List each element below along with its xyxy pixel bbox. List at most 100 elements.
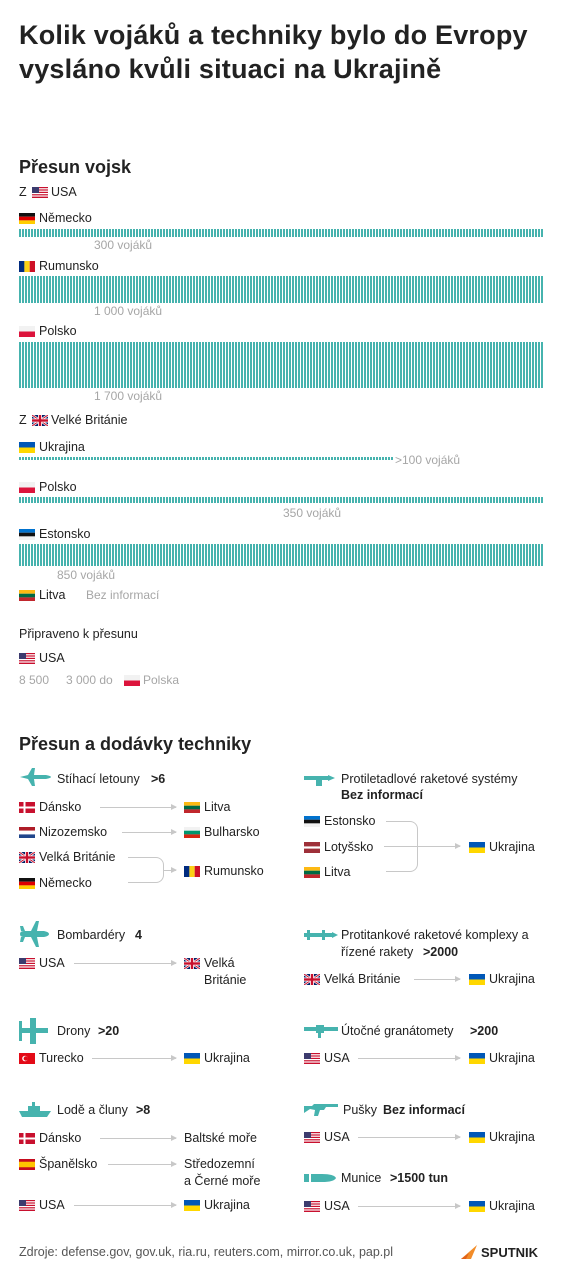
- romania-count: 1 000 vojáků: [94, 304, 163, 318]
- bombers-to-1: Velká: [204, 956, 235, 970]
- dest-poland-2: Polsko: [39, 480, 77, 494]
- rifles-to: Ukrajina: [489, 1130, 535, 1144]
- bombers-label: Bombardéry: [57, 928, 126, 942]
- bomber-plane-icon: [20, 921, 49, 947]
- ukraine-flag-icon: [469, 842, 485, 853]
- ammo-count: >1500 tun: [390, 1171, 449, 1185]
- aa-from-2: Lotyšsko: [324, 840, 374, 854]
- grenade-label: Útočné granátomety: [341, 1024, 454, 1038]
- uk-flag-icon: [32, 415, 48, 426]
- fighter-jet-icon: [20, 768, 51, 786]
- usa-flag-icon: [32, 187, 48, 198]
- ships-to-2b: a Černé moře: [184, 1174, 261, 1188]
- usa-flag-icon: [304, 1201, 320, 1212]
- poland-flag-icon: [19, 482, 35, 493]
- lithuania-flag-icon: [184, 802, 200, 813]
- usa-flag-icon: [19, 958, 35, 969]
- poland-troops-bar: [19, 342, 543, 388]
- grenade-count: >200: [470, 1024, 499, 1038]
- brand-name: SPUTNIK: [481, 1245, 539, 1260]
- ships-to-1: Baltské moře: [184, 1131, 257, 1145]
- aa-count: Bez informací: [341, 788, 423, 802]
- arrow: [100, 804, 177, 810]
- ships-to-3: Ukrajina: [204, 1198, 250, 1212]
- arrow: [384, 843, 461, 849]
- dest-poland: Polsko: [39, 324, 77, 338]
- fighters-from-1: Dánsko: [39, 800, 82, 814]
- arrow: [358, 1134, 461, 1140]
- bulgaria-flag-icon: [184, 827, 200, 838]
- romania-troops-bar: [19, 276, 543, 303]
- bombers-from: USA: [39, 956, 65, 970]
- equipment-heading: Přesun a dodávky techniky: [19, 734, 252, 754]
- ammo-to: Ukrajina: [489, 1199, 535, 1213]
- ships-from-3: USA: [39, 1198, 65, 1212]
- ukraine-flag-icon: [469, 1053, 485, 1064]
- fighters-label: Stíhací letouny: [57, 772, 140, 786]
- aa-label: Protiletadlové raketové systémy: [341, 772, 518, 786]
- romania-flag-icon: [184, 866, 200, 877]
- aa-from-3: Litva: [324, 865, 351, 879]
- lithuania-flag-icon: [19, 590, 35, 601]
- poland2-troops-bar: [19, 497, 543, 503]
- germany-flag-icon: [19, 213, 35, 224]
- fighters-count: >6: [151, 772, 166, 786]
- antitank-label-2: řízené rakety: [341, 945, 414, 959]
- ukraine-flag-icon: [469, 1201, 485, 1212]
- rifle-icon: [304, 1104, 338, 1116]
- anti-tank-missile-icon: [304, 930, 338, 940]
- usa-flag-icon: [19, 1200, 35, 1211]
- ukraine-count: >100 vojáků: [395, 453, 461, 467]
- denmark-flag-icon: [19, 1133, 35, 1144]
- arrow: [358, 1055, 461, 1061]
- uk-flag-icon: [304, 974, 320, 985]
- sources-text: Zdroje: defense.gov, gov.uk, ria.ru, reu…: [19, 1245, 394, 1259]
- ready-count: 8 500: [19, 673, 50, 687]
- usa-flag-icon: [304, 1132, 320, 1143]
- ready-detail: 3 000 do: [66, 673, 113, 687]
- drones-to: Ukrajina: [204, 1051, 250, 1065]
- denmark-flag-icon: [19, 802, 35, 813]
- dest-ukraine: Ukrajina: [39, 440, 85, 454]
- drones-from: Turecko: [39, 1051, 84, 1065]
- antitank-from: Velká Británie: [324, 972, 401, 986]
- anti-aircraft-missile-icon: [304, 775, 335, 786]
- arrow: [122, 829, 177, 835]
- estonia-troops-bar: [19, 544, 543, 566]
- arrow: [74, 1202, 177, 1208]
- romania-flag-icon: [19, 261, 35, 272]
- usa-flag-icon: [304, 1053, 320, 1064]
- drone-icon: [19, 1018, 48, 1044]
- ships-from-1: Dánsko: [39, 1131, 82, 1145]
- page-title: Kolik vojáků a techniky bylo do Evropy v…: [19, 20, 528, 84]
- fighters-from-3: Velká Británie: [39, 850, 116, 864]
- dest-romania: Rumunsko: [39, 259, 99, 273]
- troops-heading: Přesun vojsk: [19, 157, 132, 177]
- fighters-from-4: Německo: [39, 876, 92, 890]
- germany-troops-bar: [19, 229, 543, 237]
- uk-flag-icon: [184, 958, 200, 969]
- rifles-count: Bez informací: [383, 1103, 465, 1117]
- from-country-uk: Velké Británie: [51, 413, 128, 427]
- ready-dest: Polska: [143, 673, 180, 687]
- poland-flag-icon: [19, 326, 35, 337]
- ready-label: Připraveno k přesunu: [19, 627, 138, 641]
- arrow: [164, 867, 177, 873]
- sputnik-logo-icon: [461, 1245, 477, 1259]
- drones-label: Drony: [57, 1024, 91, 1038]
- ships-to-2a: Středozemní: [184, 1157, 255, 1171]
- arrow: [358, 1203, 461, 1209]
- ukraine-flag-icon: [469, 1132, 485, 1143]
- ready-country: USA: [39, 651, 65, 665]
- bombers-count: 4: [135, 928, 142, 942]
- ammo-label: Munice: [341, 1171, 382, 1185]
- ukraine-troops-bar: [19, 457, 394, 460]
- lithuania-note: Bez informací: [86, 588, 160, 602]
- grenade-from: USA: [324, 1051, 350, 1065]
- grenade-to: Ukrajina: [489, 1051, 535, 1065]
- antitank-to: Ukrajina: [489, 972, 535, 986]
- aa-to: Ukrajina: [489, 840, 535, 854]
- arrow: [74, 960, 177, 966]
- rifles-label: Pušky: [343, 1103, 378, 1117]
- estonia-flag-icon: [304, 816, 320, 827]
